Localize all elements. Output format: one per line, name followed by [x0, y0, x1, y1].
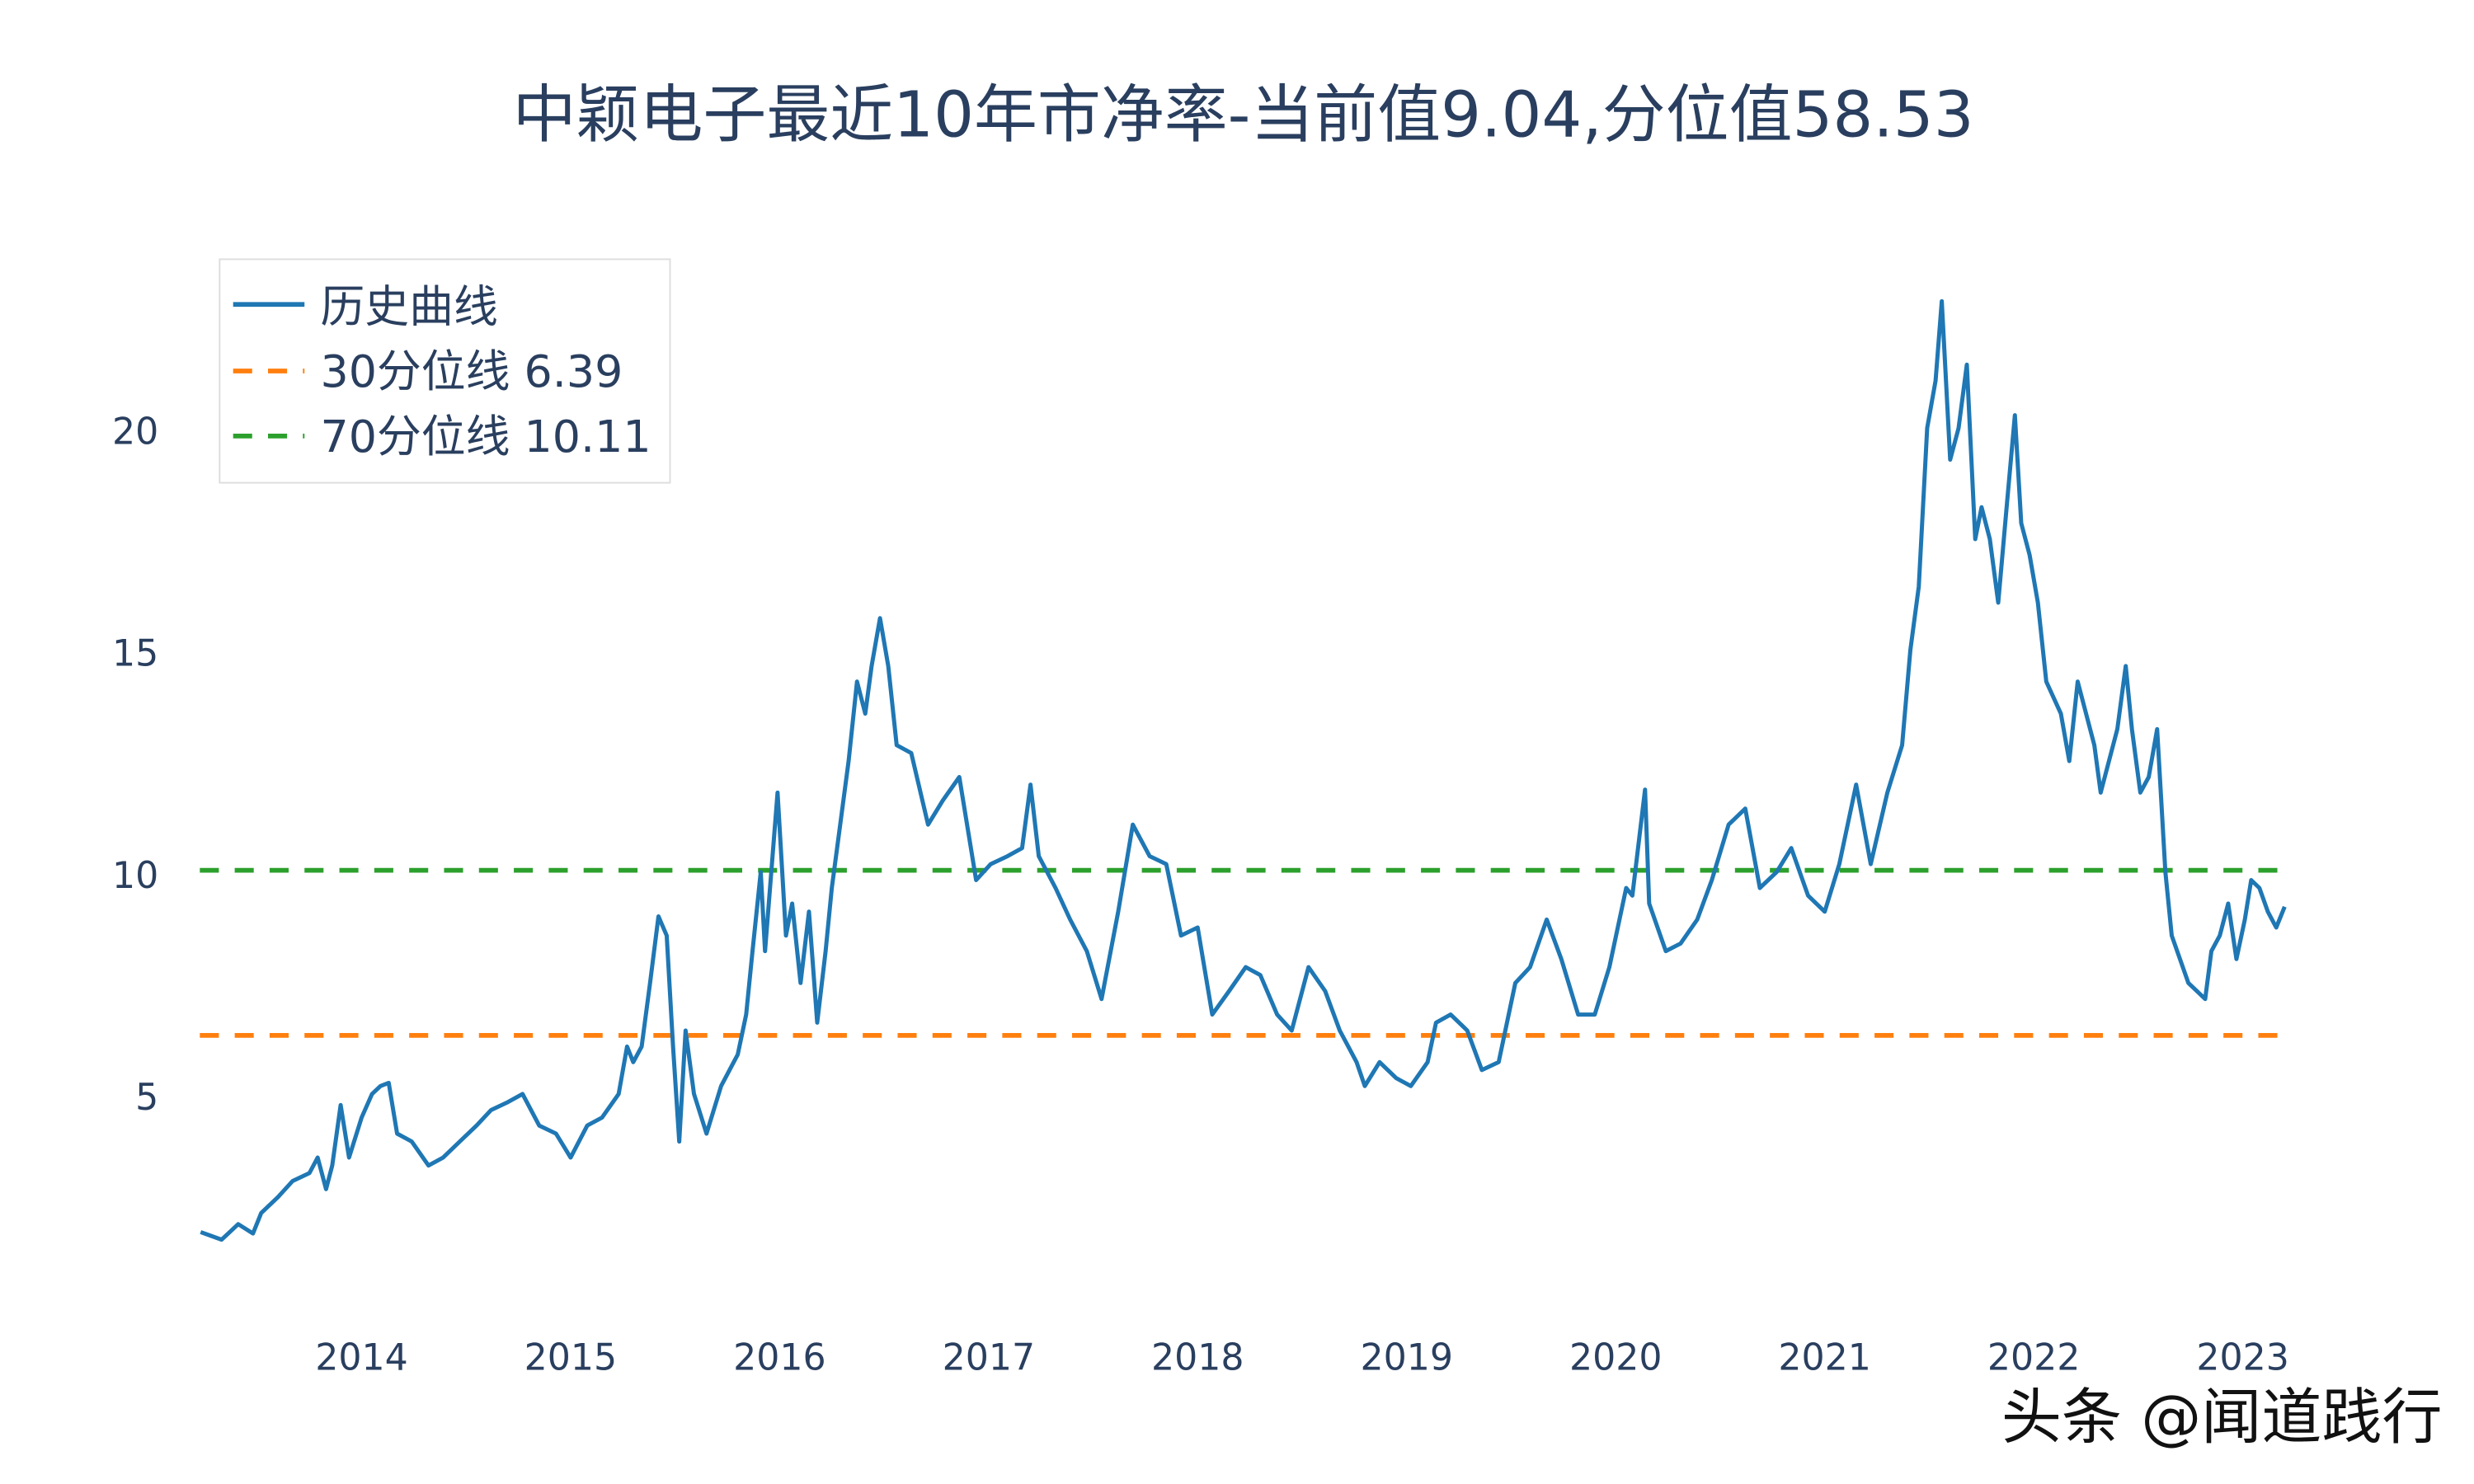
- history-curve: [200, 298, 2287, 1242]
- legend-box: [219, 258, 671, 484]
- x-tick-label: 2022: [1987, 1337, 2081, 1379]
- x-tick-label: 2021: [1778, 1337, 1871, 1379]
- x-tick-label: 2017: [943, 1337, 1036, 1379]
- y-tick-label: 5: [135, 1077, 158, 1119]
- series-layer: [200, 298, 2287, 1242]
- legend-label-p70: 70分位线 10.11: [320, 411, 651, 463]
- watermark: 头条 @闻道践行: [2001, 1383, 2443, 1453]
- y-axis-ticks: 5 10 15 20: [112, 411, 158, 1119]
- x-tick-label: 2015: [524, 1337, 618, 1379]
- reference-lines: [200, 867, 2286, 1038]
- legend: 历史曲线 30分位线 6.39 70分位线 10.11: [219, 258, 671, 484]
- x-tick-label: 2014: [315, 1337, 408, 1379]
- legend-label-p30: 30分位线 6.39: [320, 345, 623, 397]
- x-tick-label: 2018: [1151, 1337, 1244, 1379]
- y-tick-label: 10: [112, 855, 158, 897]
- x-axis-ticks: 2014 2015 2016 2017 2018 2019 2020 2021 2022 2023: [315, 1337, 2289, 1379]
- x-tick-label: 2023: [2196, 1337, 2289, 1379]
- chart-title: 中颖电子最近10年市净率-当前值9.04,分位值58.53: [513, 78, 1974, 152]
- x-tick-label: 2016: [733, 1337, 826, 1379]
- y-tick-label: 20: [112, 411, 158, 453]
- x-tick-label: 2020: [1569, 1337, 1663, 1379]
- legend-label-history: 历史曲线: [320, 280, 497, 332]
- x-tick-label: 2019: [1360, 1337, 1453, 1379]
- y-tick-label: 15: [112, 633, 158, 675]
